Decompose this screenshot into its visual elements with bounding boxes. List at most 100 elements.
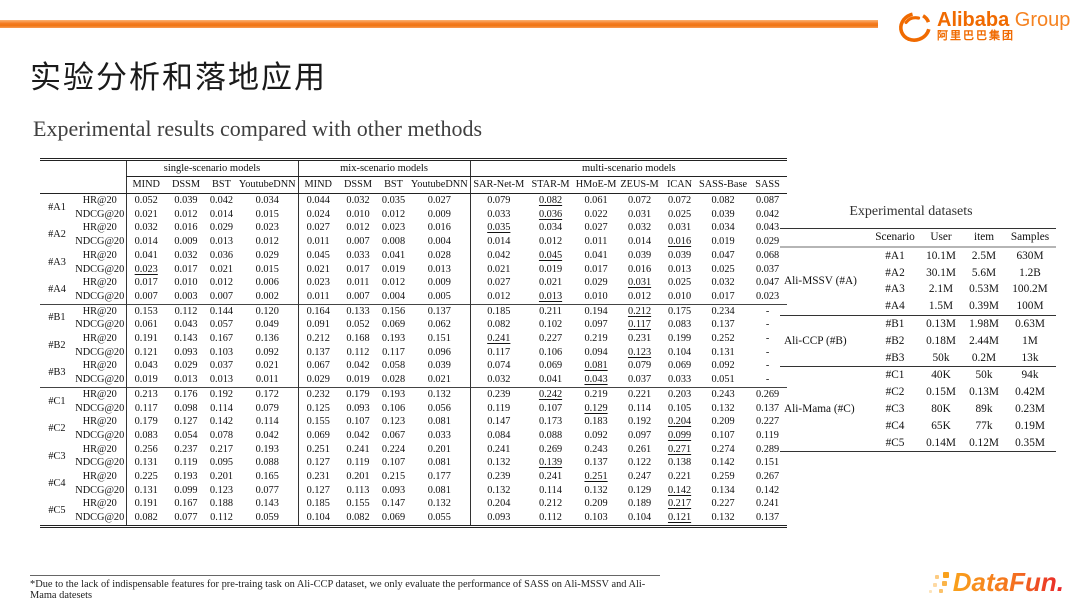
- metric-value-cell: 0.188: [209, 498, 234, 510]
- metric-value-cell: 0.097: [584, 319, 608, 331]
- metric-value-cell: 0.143: [174, 333, 198, 345]
- metric-value-cell: 0.179: [338, 386, 379, 402]
- metric-value-cell: 0.093: [346, 402, 370, 414]
- dataset-value-cell: 94k: [1004, 366, 1056, 385]
- results-table-container: single-scenario models mix-scenario model…: [40, 158, 788, 528]
- model-column-header: DSSM: [338, 176, 379, 194]
- metric-value-cell: 0.137: [755, 402, 780, 414]
- metric-value-cell: 0.117: [628, 319, 651, 331]
- metric-value-cell: 0.013: [427, 263, 451, 275]
- metric-label: NDCG@20: [75, 208, 125, 220]
- metric-value-cell: 0.033: [667, 374, 692, 386]
- metric-value-cell: 0.027: [427, 195, 451, 206]
- metric-value-cell: 0.029: [297, 373, 339, 388]
- metric-value-cell: 0.072: [627, 195, 652, 206]
- metric-value-cell: 0.274: [711, 443, 735, 455]
- metric-value-cell: 0.232: [297, 386, 339, 402]
- metric-label: HR@20: [82, 443, 117, 455]
- metric-value-cell: 0.042: [255, 429, 279, 441]
- metric-value-cell: 0.095: [209, 457, 234, 469]
- metric-value-cell: 0.042: [755, 208, 780, 220]
- metric-value-cell: 0.045: [538, 249, 563, 261]
- page-title: 实验分析和落地应用: [30, 60, 327, 95]
- metric-value-cell: 0.241: [469, 332, 528, 346]
- metric-value-cell: 0.172: [237, 386, 299, 402]
- metric-value-cell: 0.256: [125, 442, 166, 457]
- datasets-table: Scenario User item Samples Ali-MSSV (#A) #A1 1…: [780, 228, 1056, 453]
- metric-value-cell: 0.125: [297, 401, 339, 416]
- metric-value-cell: 0.012: [346, 222, 370, 234]
- metric-value-cell: 0.147: [469, 415, 528, 429]
- metric-value-cell: 0.033: [427, 429, 451, 441]
- metric-value-cell: 0.132: [584, 484, 608, 496]
- model-column-header: ICAN: [661, 176, 699, 194]
- metric-value-cell: 0.241: [469, 442, 528, 457]
- metric-value-cell: 0.221: [618, 386, 662, 402]
- metric-value-cell: 0.082: [469, 318, 528, 333]
- table-row: #B2 HR@20 0.191 0.143 0.167 0.136 0.212 0.168 0.…: [40, 332, 787, 351]
- table-row: NDCG@20 0.131 0.099 0.123 0.077 0.127 0.113 0.0…: [40, 483, 787, 498]
- metric-value-cell: 0.099: [174, 484, 198, 496]
- metric-value-cell: 0.192: [627, 416, 652, 428]
- scenario-label: #A3: [48, 256, 66, 268]
- metric-value-cell: 0.009: [427, 277, 451, 289]
- metric-value-cell: 0.112: [539, 512, 562, 524]
- metric-value-cell: 0.019: [346, 374, 370, 386]
- metric-value-cell: 0.119: [756, 429, 779, 441]
- metric-value-cell: 0.203: [661, 386, 699, 402]
- metric-value-cell: 0.092: [711, 360, 735, 372]
- dataset-value-cell: 5.6M: [971, 266, 997, 279]
- table-row: NDCG@20 0.007 0.003 0.007 0.002 0.011 0.007 0.0…: [40, 289, 787, 305]
- metric-value-cell: 0.034: [255, 195, 279, 206]
- metric-value-cell: 0.168: [346, 333, 370, 345]
- metric-value-cell: 0.204: [469, 497, 528, 512]
- metric-value-cell: 0.137: [755, 512, 780, 524]
- metric-value-cell: 0.176: [166, 386, 206, 402]
- model-column-header: MIND: [125, 176, 166, 194]
- metric-value-cell: 0.104: [627, 512, 652, 524]
- metric-value-cell: 0.015: [255, 208, 279, 220]
- metric-value-cell: 0.051: [711, 374, 735, 386]
- metric-value-cell: 0.103: [584, 512, 608, 524]
- metric-value-cell: 0.121: [125, 345, 166, 360]
- metric-value-cell: 0.009: [174, 236, 198, 248]
- metric-value-cell: 0.099: [667, 429, 692, 441]
- metric-value-cell: 0.252: [711, 333, 735, 345]
- metric-value-cell: 0.139: [538, 457, 563, 469]
- metric-value-cell: 0.032: [711, 277, 735, 289]
- metric-value-cell: 0.032: [125, 221, 166, 236]
- metric-value-cell: 0.194: [574, 303, 619, 319]
- metric-value-cell: 0.122: [627, 457, 652, 469]
- metric-value-cell: 0.155: [346, 498, 370, 510]
- metric-value-cell: 0.107: [538, 402, 563, 414]
- metric-value-cell: 0.243: [698, 386, 749, 402]
- model-column-header: YoutubeDNN: [409, 176, 471, 194]
- metric-value-cell: 0.147: [381, 498, 406, 510]
- metric-value-cell: 0.042: [469, 248, 528, 263]
- dataset-value-cell: 50k: [932, 351, 950, 364]
- metric-value-cell: 0.022: [584, 208, 608, 220]
- metric-value-cell: 0.243: [584, 443, 608, 455]
- metric-value-cell: 0.039: [427, 360, 451, 372]
- group-header: single-scenario models: [125, 159, 299, 177]
- metric-value-cell: 0.016: [427, 222, 451, 234]
- metric-value-cell: 0.215: [381, 471, 406, 483]
- metric-value-cell: 0.021: [297, 262, 339, 277]
- metric-value-cell: 0.012: [174, 208, 198, 220]
- metric-value-cell: 0.056: [427, 402, 451, 414]
- metric-value-cell: 0.039: [174, 195, 198, 206]
- metric-value-cell: 0.023: [755, 290, 780, 302]
- metric-value-cell: 0.107: [346, 416, 370, 428]
- datasets-column-header: item: [964, 228, 1004, 248]
- metric-value-cell: 0.034: [711, 222, 735, 234]
- metric-value-cell: 0.193: [255, 443, 279, 455]
- metric-value-cell: 0.043: [755, 222, 780, 234]
- metric-value-cell: 0.127: [174, 416, 198, 428]
- scenario-label: #C5: [48, 505, 66, 517]
- metric-label: NDCG@20: [75, 374, 125, 386]
- metric-value-cell: 0.098: [174, 402, 198, 414]
- dataset-value-cell: 89k: [975, 402, 993, 415]
- metric-value-cell: 0.067: [381, 429, 406, 441]
- metric-value-cell: 0.106: [538, 346, 563, 358]
- metric-value-cell: 0.081: [427, 457, 451, 469]
